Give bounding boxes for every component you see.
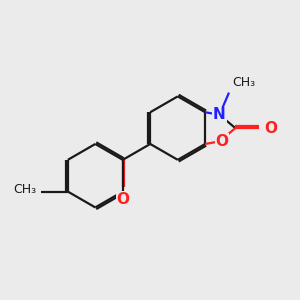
Text: CH₃: CH₃	[232, 76, 255, 89]
Text: O: O	[116, 192, 129, 207]
Text: CH₃: CH₃	[13, 184, 36, 196]
Text: O: O	[264, 121, 277, 136]
Text: O: O	[215, 134, 229, 149]
Text: N: N	[213, 107, 226, 122]
